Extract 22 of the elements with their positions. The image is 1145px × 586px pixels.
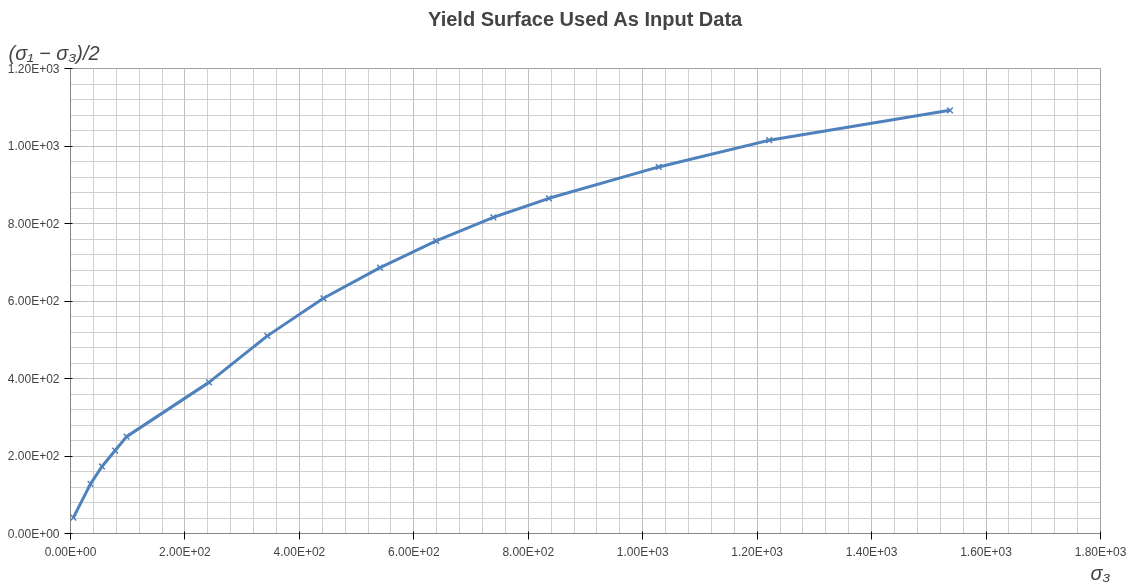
- chart-title: Yield Surface Used As Input Data: [428, 7, 744, 30]
- x-tick-label: 1.20E+03: [731, 544, 784, 559]
- y-tick-label: 8.00E+02: [7, 216, 60, 231]
- y-tick-label: 4.00E+02: [7, 371, 60, 386]
- x-tick-label: 1.00E+03: [616, 544, 669, 559]
- x-tick-label: 6.00E+02: [387, 544, 441, 559]
- x-tick-label: 1.60E+03: [960, 544, 1013, 559]
- point: [98, 462, 106, 471]
- x-tick-label: 1.40E+03: [845, 544, 898, 559]
- x-tick-label: 8.00E+02: [502, 544, 555, 559]
- x-tick-label: 4.00E+02: [273, 544, 326, 559]
- x-tick-label: 1.80E+03: [1074, 544, 1127, 559]
- y-tick-label: 1.00E+03: [7, 139, 60, 153]
- x-axis-title: σ₃: [1090, 561, 1111, 584]
- x-tick-label: 2.00E+02: [159, 544, 212, 559]
- y-tick-label: 2.00E+02: [7, 449, 60, 463]
- x-tick-label: 0.00E+00: [44, 544, 97, 559]
- y-tick-label: 0.00E+00: [7, 526, 60, 541]
- point: [765, 136, 773, 144]
- y-tick-label: 6.00E+02: [7, 294, 60, 308]
- point: [70, 514, 77, 522]
- point: [86, 480, 95, 488]
